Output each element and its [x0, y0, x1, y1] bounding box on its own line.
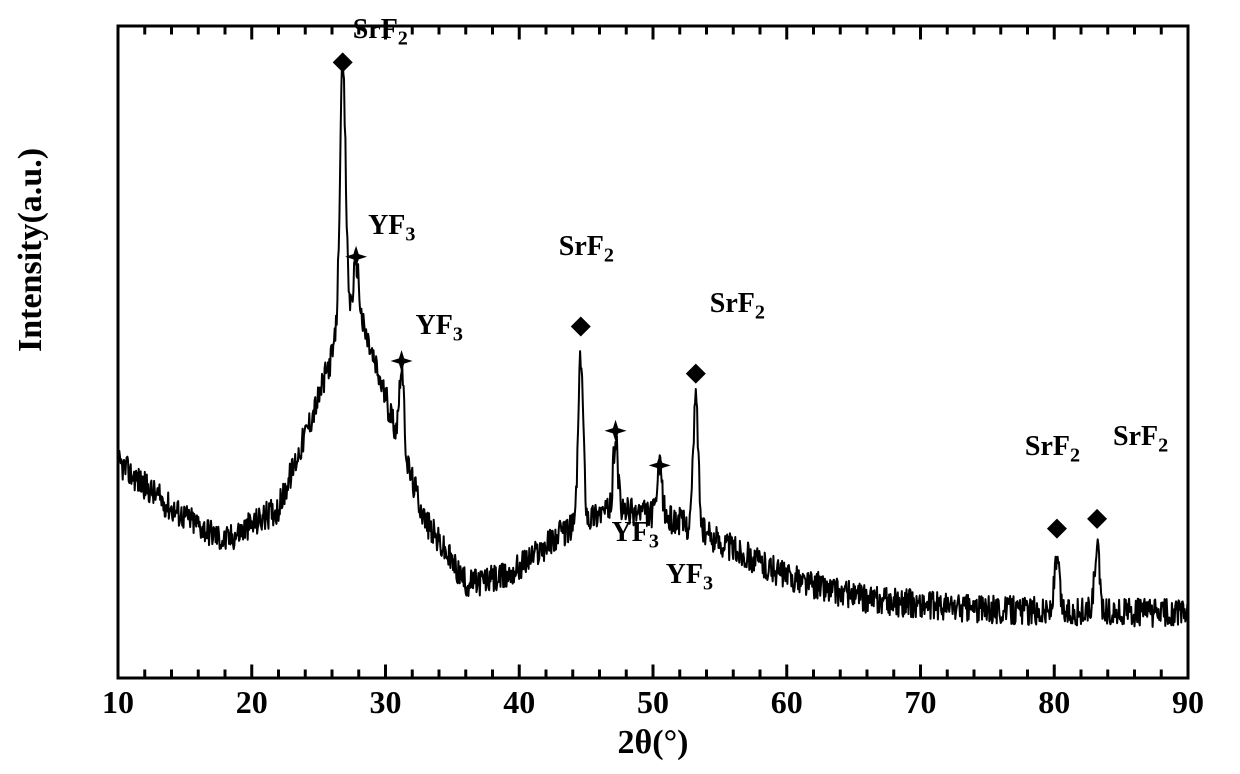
- peak-label-yf3: YF3: [612, 517, 659, 549]
- x-tick-label: 20: [236, 684, 268, 721]
- peak-label-srf2: SrF2: [353, 14, 408, 46]
- xrd-figure: Intensity(a.u.) 2θ(°) 102030405060708090…: [0, 0, 1240, 774]
- x-tick-label: 30: [370, 684, 402, 721]
- x-tick-label: 70: [905, 684, 937, 721]
- x-tick-label: 10: [102, 684, 134, 721]
- x-tick-label: 40: [503, 684, 535, 721]
- peak-label-srf2: SrF2: [559, 231, 614, 263]
- peak-label-yf3: YF3: [416, 310, 463, 342]
- peak-label-yf3: YF3: [666, 559, 713, 591]
- peak-label-yf3: YF3: [368, 210, 415, 242]
- peak-label-srf2: SrF2: [1025, 431, 1080, 463]
- x-tick-label: 50: [637, 684, 669, 721]
- x-tick-label: 80: [1038, 684, 1070, 721]
- plot-svg: [0, 0, 1240, 774]
- x-tick-label: 90: [1172, 684, 1204, 721]
- peak-label-srf2: SrF2: [1113, 421, 1168, 453]
- peak-label-srf2: SrF2: [710, 288, 765, 320]
- x-axis-label: 2θ(°): [618, 724, 689, 762]
- x-tick-label: 60: [771, 684, 803, 721]
